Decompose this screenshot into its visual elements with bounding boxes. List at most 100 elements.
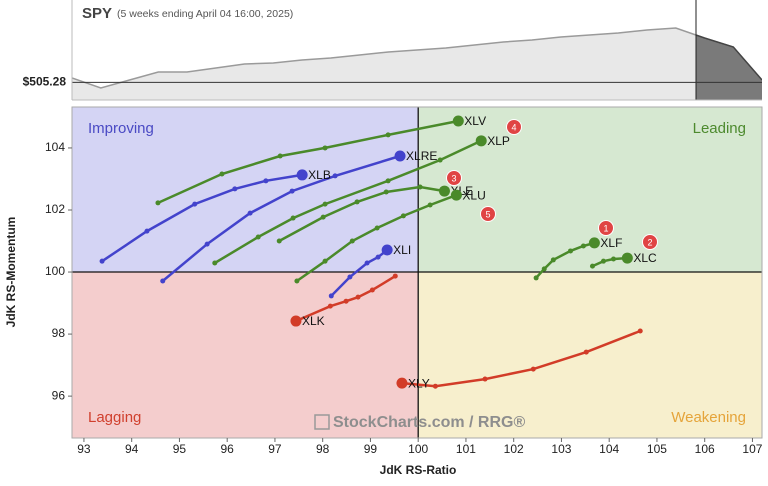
tail-point [320,214,326,220]
tail-point [343,298,349,304]
tail-point [219,171,225,177]
tail-point [417,184,423,190]
tail-head [450,189,462,201]
x-tick-label: 96 [221,442,235,456]
annotation-label: 4 [511,122,516,132]
tail-point [322,201,328,207]
series-label: XLRE [406,149,437,163]
tail-head [452,115,464,127]
tail-point [385,178,391,184]
tail-line [591,256,629,268]
tail-point [568,248,574,254]
tail-line [156,119,460,205]
tail-point [247,210,253,216]
y-tick-label: 96 [52,388,66,402]
x-axis: 93 94 95 96 97 98 99 100 101 102 103 104 105 106 107 [77,442,762,456]
tail-point [328,293,334,299]
series-label: XLP [487,134,510,148]
x-tick-label: 100 [408,442,428,456]
quadrant [72,272,419,438]
last-price-label: $505.28 [23,75,67,89]
price-line [72,27,762,89]
tail-point [392,273,398,279]
annotation-badge [598,220,614,236]
tail-point [332,173,338,179]
tail-head [394,150,406,162]
annotation-badge [480,206,496,222]
y-axis-title: JdK RS-Momentum [4,217,18,328]
tail-point [212,260,218,266]
tail-point [204,241,210,247]
x-tick-label: 99 [364,442,378,456]
tail-point [432,383,438,389]
tail-point [349,238,355,244]
y-tick-label: 102 [45,202,65,216]
tail-line [100,173,304,263]
tail-point [427,202,433,208]
annotation-label: 3 [451,173,456,183]
tail-point [276,238,282,244]
tail-head [438,185,450,197]
tail-point [637,328,643,334]
series-label: XLB [308,168,331,182]
tail-line [161,154,402,283]
x-tick-label: 95 [173,442,187,456]
quadrant-label: Improving [88,120,154,137]
x-tick-label: 98 [316,442,330,456]
annotation-badge [506,119,522,135]
quadrant-label: Lagging [88,409,141,426]
annotation-label: 2 [647,237,652,247]
x-tick-label: 93 [77,442,91,456]
price-area [72,28,762,100]
series-label: XLC [633,251,657,265]
annotation-badge [446,170,462,186]
tail-point [192,201,198,207]
price-subtitle: (5 weeks ending April 04 16:00, 2025) [117,8,293,20]
watermark: StockCharts.com / RRG® [333,414,525,431]
price-strip: $505.28 [23,0,762,101]
tail-point [263,178,269,184]
tail-point [600,258,606,264]
tail-point [589,263,595,269]
annotation-label: 5 [485,209,490,219]
tail-head [290,315,302,327]
tail-head [588,237,600,249]
tail-point [364,260,370,266]
x-tick-label: 104 [599,442,619,456]
x-tick-label: 105 [647,442,667,456]
x-axis-title: JdK RS-Ratio [380,463,457,477]
tail-point [290,215,296,221]
tail-point [541,266,547,272]
quadrant-label: Weakening [671,409,746,426]
series-label: XLI [393,243,411,257]
x-tick-label: 97 [268,442,282,456]
series-label: XLU [462,188,485,202]
annotation-label: 1 [603,223,608,233]
tail-point [347,274,353,280]
tail-line [277,185,446,243]
tail-point [583,349,589,355]
tail-point [232,186,238,192]
tail-point [550,257,556,263]
quadrant [418,272,762,438]
tail-point [354,199,360,205]
x-tick-label: 102 [504,442,524,456]
tail-point [374,225,380,231]
tail-head [396,377,408,389]
quadrant-label: Leading [693,120,746,137]
tail-point [580,243,586,249]
tail-point [322,145,328,151]
tail-point [255,234,261,240]
watermark-icon [314,414,330,430]
price-title: SPY [82,5,112,22]
tail-line [294,274,397,323]
y-tick-label: 98 [52,326,66,340]
x-tick-label: 107 [742,442,762,456]
x-tick-label: 94 [125,442,139,456]
tail-head [475,135,487,147]
x-tick-label: 101 [456,442,476,456]
tail-point [530,366,536,372]
tail-point [383,189,389,195]
